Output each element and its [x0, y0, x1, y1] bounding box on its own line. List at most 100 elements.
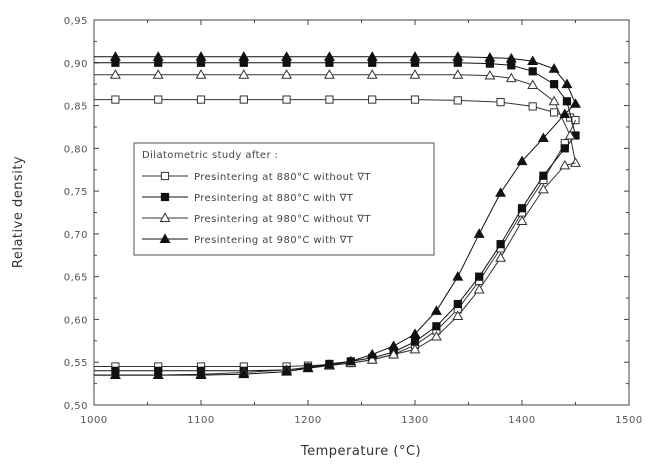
series-3-heating-point	[484, 52, 496, 62]
series-2-cooling-point	[473, 283, 485, 294]
series-1-cooling-point	[560, 144, 569, 153]
series-3-cooling-point	[388, 340, 400, 350]
legend: Dilatometric study after : Presintering …	[133, 142, 435, 256]
legend-label-1: Presintering at 880°C with ∇T	[194, 193, 354, 204]
y-tick-label: 0,75	[64, 187, 88, 198]
series-3-cooling-point	[323, 359, 335, 369]
x-tick-label: 1500	[615, 415, 642, 426]
series-2-cooling-point	[430, 330, 442, 341]
series-2-heating-point	[548, 95, 560, 106]
legend-label-2: Presintering at 980°C without ∇T	[194, 214, 371, 225]
series-0-heating-point	[282, 95, 291, 104]
series-3-cooling-point	[452, 271, 464, 281]
series-3-heating-point	[238, 51, 250, 61]
series-3-heating-point	[409, 51, 421, 61]
series-2-heating-point	[452, 69, 464, 79]
series-3-heating-line	[94, 56, 576, 105]
series-2-heating-point	[238, 69, 250, 79]
series-3-cooling-point	[430, 305, 442, 315]
legend-title: Dilatometric study after :	[142, 150, 278, 161]
series-1-cooling-point	[453, 299, 462, 309]
series-1-heating-line	[94, 62, 576, 136]
x-tick-label: 1000	[80, 415, 107, 426]
legend-label-3: Presintering at 980°C with ∇T	[194, 235, 354, 246]
series-0-heating-point	[550, 108, 559, 117]
y-tick-label: 0,50	[64, 401, 88, 412]
series-3-cooling-point	[366, 348, 378, 359]
y-tick-label: 0,60	[64, 315, 88, 326]
series-3-heating-point	[527, 55, 539, 66]
series-2-heating-line	[94, 74, 576, 163]
series-3-cooling-line	[94, 103, 576, 376]
series-3-cooling-point	[409, 328, 421, 338]
series-0-heating-point	[528, 102, 537, 111]
series-3-heating-point	[505, 52, 517, 63]
series-3-cooling-point	[559, 108, 571, 119]
series-2-cooling-point	[516, 215, 528, 226]
series-3-heating-point	[452, 51, 464, 61]
series-2-heating-point	[109, 69, 121, 79]
series-3-cooling-point	[109, 369, 121, 380]
series-1-cooling-point	[539, 171, 548, 180]
series-1-cooling-point	[475, 272, 484, 281]
y-tick-label: 0,85	[64, 102, 88, 113]
series-2-cooling-point	[366, 354, 378, 364]
series-3-cooling-point	[537, 132, 549, 143]
series-0-heating-point	[111, 95, 120, 104]
series-3-heating-point	[109, 51, 121, 61]
series-0-heating-point	[496, 98, 505, 107]
legend-marker-3	[159, 233, 171, 243]
series-0-heating-point	[368, 95, 377, 104]
y-tick-label: 0,70	[64, 230, 88, 241]
series-3-cooling-point	[238, 368, 250, 379]
series-1-cooling-point	[496, 240, 505, 249]
series-0-heating-point	[325, 95, 334, 104]
x-tick-label: 1400	[508, 415, 535, 426]
series-0-heating-point	[239, 95, 248, 104]
y-tick-label: 0,55	[64, 358, 88, 369]
x-tick-label: 1300	[401, 415, 428, 426]
series-3-heating-point	[561, 78, 573, 89]
series-2-heating-point	[564, 129, 576, 140]
series-0-heating-point	[410, 95, 420, 104]
series-0-heating-point	[154, 95, 163, 104]
series-1-heating-point	[562, 97, 572, 106]
series-2-cooling-point	[409, 343, 421, 354]
series-3-heating-point	[548, 63, 560, 73]
x-tick-label: 1200	[294, 415, 321, 426]
series-2-cooling-point	[495, 252, 507, 262]
x-axis: 1000 1100 1200 1300 1400 1500	[80, 20, 642, 426]
series-3-heating-point	[366, 51, 378, 61]
series-2-heating-point	[527, 79, 539, 89]
series-2-heating-point	[152, 69, 164, 79]
x-tick-label: 1100	[187, 415, 214, 426]
series-2-cooling-point	[452, 310, 464, 320]
series-3-cooling-point	[152, 369, 164, 380]
series-0-heating-point	[196, 95, 206, 104]
series-2-cooling-line	[94, 162, 576, 376]
legend-marker-1	[160, 192, 170, 202]
series-3-heating-point	[281, 51, 293, 61]
series-3-heating-point	[195, 51, 207, 61]
series-1-cooling-point	[517, 204, 527, 213]
series-2-cooling-point	[559, 159, 571, 170]
series-2-heating-point	[195, 69, 207, 79]
series-layer	[94, 51, 581, 380]
series-2-cooling-point	[388, 348, 400, 359]
y-tick-label: 0,95	[64, 16, 88, 27]
series-1-heating-point	[528, 67, 537, 76]
series-3-cooling-point	[516, 155, 528, 166]
legend-marker-0	[160, 171, 170, 181]
series-2-heating-point	[323, 69, 335, 79]
series-1-heating-point	[507, 61, 516, 70]
y-axis-title: Relative density	[11, 156, 26, 268]
legend-box	[133, 142, 435, 256]
series-2-heating-point	[409, 69, 421, 79]
series-3-cooling-point	[302, 362, 314, 373]
series-3-cooling-point	[473, 228, 485, 238]
series-3-cooling-point	[195, 369, 207, 380]
legend-label-0: Presintering at 880°C without ∇T	[194, 172, 371, 183]
series-3-cooling-point	[495, 187, 507, 197]
y-axis: 0,50 0,55 0,60 0,65 0,70 0,75 0,80 0,85 0,90 0,95	[64, 16, 629, 412]
